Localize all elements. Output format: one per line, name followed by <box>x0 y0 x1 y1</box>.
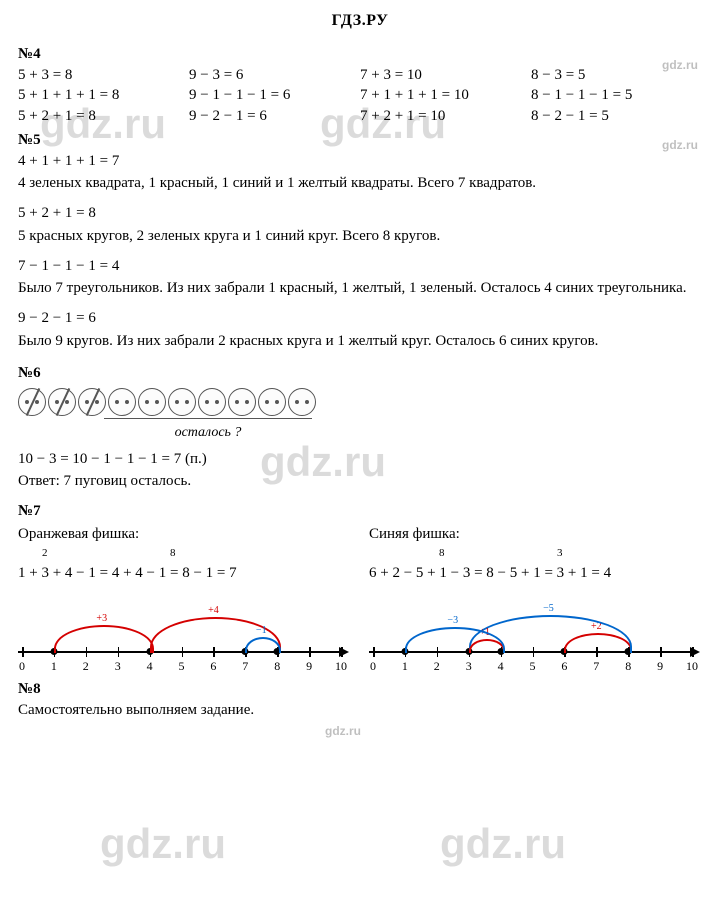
page: ГДЗ.РУ gdz.ru gdz.ru gdz.ru gdz.ru gdz.r… <box>0 0 720 742</box>
button-icon <box>108 388 136 416</box>
equation: 7 + 1 + 1 + 1 = 10 <box>360 85 531 105</box>
button-icon <box>198 388 226 416</box>
brace-label: осталось ? <box>104 425 312 441</box>
task8-title: №8 <box>18 681 702 698</box>
equation: 7 + 3 = 10 <box>360 65 531 85</box>
task7-columns: Оранжевая фишка: 2 8 1 + 3 + 4 − 1 = 4 +… <box>18 522 702 671</box>
equation: 10 − 3 = 10 − 1 − 1 − 1 = 7 (п.) <box>18 449 702 469</box>
brace <box>104 418 312 427</box>
chip-caption: Синяя фишка: <box>369 524 702 544</box>
task4-col: 7 + 3 = 10 7 + 1 + 1 + 1 = 10 7 + 2 + 1 … <box>360 65 531 126</box>
task8-text: Самостоятельно выполняем задание. <box>18 700 702 720</box>
equation: 7 − 1 − 1 − 1 = 4 <box>18 256 702 276</box>
buttons-diagram <box>18 388 702 416</box>
task6-title: №6 <box>18 365 702 382</box>
equation: 4 + 1 + 1 + 1 = 7 <box>18 151 702 171</box>
button-icon <box>228 388 256 416</box>
number-line-left: 012345678910+3+4−1 <box>18 611 351 671</box>
button-icon <box>48 388 76 416</box>
number-line-right: 012345678910+2−5+1−3 <box>369 611 702 671</box>
intermediate-values: 8 3 <box>369 547 702 561</box>
equation: 9 − 2 − 1 = 6 <box>189 106 360 126</box>
explanation: 5 красных кругов, 2 зеленых круга и 1 си… <box>18 226 702 246</box>
watermark: gdz.ru <box>325 724 361 738</box>
chip-caption: Оранжевая фишка: <box>18 524 351 544</box>
equation: 8 − 1 − 1 − 1 = 5 <box>531 85 702 105</box>
task4-col: 9 − 3 = 6 9 − 1 − 1 − 1 = 6 9 − 2 − 1 = … <box>189 65 360 126</box>
equation: 5 + 3 = 8 <box>18 65 189 85</box>
button-icon <box>168 388 196 416</box>
equation: 1 + 3 + 4 − 1 = 4 + 4 − 1 = 8 − 1 = 7 <box>18 563 351 583</box>
task4-col: 5 + 3 = 8 5 + 1 + 1 + 1 = 8 5 + 2 + 1 = … <box>18 65 189 126</box>
equation: 5 + 2 + 1 = 8 <box>18 203 702 223</box>
button-icon <box>288 388 316 416</box>
equation: 8 − 2 − 1 = 5 <box>531 106 702 126</box>
watermark: gdz.ru <box>100 820 226 868</box>
equation: 5 + 1 + 1 + 1 = 8 <box>18 85 189 105</box>
site-header: ГДЗ.РУ <box>18 8 702 40</box>
equation: 5 + 2 + 1 = 8 <box>18 106 189 126</box>
task5-title: №5 <box>18 132 702 149</box>
button-icon <box>18 388 46 416</box>
task4-title: №4 <box>18 46 702 63</box>
task4-col: 8 − 3 = 5 8 − 1 − 1 − 1 = 5 8 − 2 − 1 = … <box>531 65 702 126</box>
equation: 6 + 2 − 5 + 1 − 3 = 8 − 5 + 1 = 3 + 1 = … <box>369 563 702 583</box>
button-icon <box>138 388 166 416</box>
task4-grid: 5 + 3 = 8 5 + 1 + 1 + 1 = 8 5 + 2 + 1 = … <box>18 65 702 126</box>
button-icon <box>258 388 286 416</box>
equation: 7 + 2 + 1 = 10 <box>360 106 531 126</box>
equation: 9 − 3 = 6 <box>189 65 360 85</box>
equation: 8 − 3 = 5 <box>531 65 702 85</box>
explanation: Было 9 кругов. Из них забрали 2 красных … <box>18 331 702 351</box>
watermark: gdz.ru <box>440 820 566 868</box>
explanation: 4 зеленых квадрата, 1 красный, 1 синий и… <box>18 173 702 193</box>
task7-title: №7 <box>18 503 702 520</box>
equation: 9 − 1 − 1 − 1 = 6 <box>189 85 360 105</box>
explanation: Было 7 треугольников. Из них забрали 1 к… <box>18 278 702 298</box>
answer: Ответ: 7 пуговиц осталось. <box>18 471 702 491</box>
equation: 9 − 2 − 1 = 6 <box>18 308 702 328</box>
button-icon <box>78 388 106 416</box>
intermediate-values: 2 8 <box>18 547 351 561</box>
